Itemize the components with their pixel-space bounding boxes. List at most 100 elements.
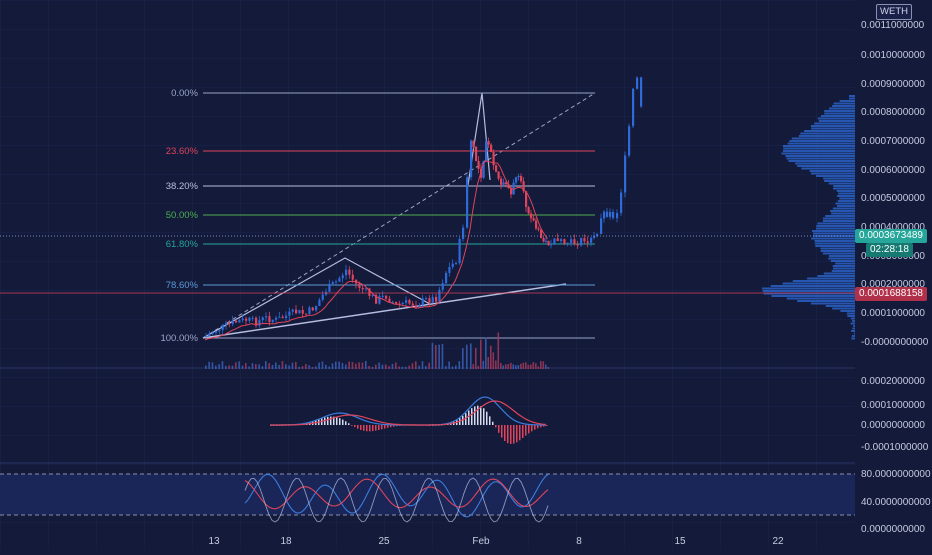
candle-body xyxy=(378,296,381,304)
fib-retracement[interactable]: 0.00% 23.60% 38.20% 50.00% 61.80% 78.60% 100.0… xyxy=(160,88,595,344)
macd-hist-bar xyxy=(330,416,332,425)
candle-body xyxy=(640,77,643,107)
candle-body xyxy=(636,77,639,89)
volume-profile-bar xyxy=(820,250,855,252)
volume-bar xyxy=(540,361,542,369)
candle-body xyxy=(411,303,414,306)
volume-bar xyxy=(241,365,244,369)
fib-level-label: 38.20% xyxy=(166,181,199,192)
fib-level-label: 0.00% xyxy=(171,88,198,99)
macd-hist-bar xyxy=(378,425,380,430)
volume-bar xyxy=(438,344,440,369)
volume-profile-bar xyxy=(847,315,855,317)
moving-average-line xyxy=(204,160,548,341)
macd-hist-bar xyxy=(498,425,500,433)
candle-body xyxy=(480,168,483,178)
candle-body xyxy=(235,320,238,323)
macd-hist-bar xyxy=(387,425,389,428)
macd-hist-bar xyxy=(471,408,473,425)
volume-bar xyxy=(388,366,390,369)
price-tick-label: 0.0001000000 xyxy=(861,308,925,319)
volume-profile-bar xyxy=(823,272,855,275)
volume-profile-bar xyxy=(832,105,855,107)
volume-profile-bar xyxy=(828,107,855,110)
marked-price-badge: 0.0001688158 xyxy=(855,287,927,301)
volume-profile-bar xyxy=(783,147,855,150)
volume-bar xyxy=(480,339,482,369)
volume-profile-bar xyxy=(817,222,855,225)
rsi-axis[interactable]: 80.0000000000 40.0000000000 0.0000000000 xyxy=(861,469,931,535)
candle-body xyxy=(311,307,314,311)
price-tick-label: -0.0000000000 xyxy=(861,337,929,348)
macd-hist-bar xyxy=(354,425,356,428)
candle-body xyxy=(624,155,627,193)
macd-hist-bar xyxy=(534,425,536,430)
volume-bar xyxy=(535,363,537,369)
volume-profile-bar xyxy=(851,330,855,332)
macd-hist-bar xyxy=(525,425,527,436)
currency-label[interactable]: WETH xyxy=(876,4,912,20)
price-tick-label: 0.0008000000 xyxy=(861,107,925,118)
candle-body xyxy=(305,313,308,315)
candle-body xyxy=(348,269,351,275)
volume-bar xyxy=(281,361,284,369)
volume-bar xyxy=(532,362,535,369)
price-axis[interactable]: 0.0011000000 0.0010000000 0.0009000000 0.00… xyxy=(861,20,929,348)
macd-axis[interactable]: 0.0002000000 0.0001000000 0.0000000000 -0.0… xyxy=(861,376,929,453)
volume-profile-bar xyxy=(813,232,855,235)
candlesticks xyxy=(205,76,643,337)
volume-profile-bar xyxy=(781,152,855,155)
volume-bar xyxy=(515,365,517,369)
volume-bar xyxy=(497,332,500,369)
volume-bar xyxy=(211,362,214,369)
volume-profile-bar xyxy=(832,265,855,267)
volume-bar xyxy=(238,361,240,369)
volume-profile-bar xyxy=(820,115,855,117)
candle-body xyxy=(298,310,301,314)
grid-background xyxy=(0,0,855,550)
macd-hist-bar xyxy=(327,416,329,425)
volume-bar xyxy=(245,363,247,369)
candle-body xyxy=(540,229,543,239)
candle-body xyxy=(265,316,268,318)
candle-body xyxy=(448,267,451,273)
candle-body xyxy=(315,305,318,311)
volume-bar xyxy=(542,361,545,369)
candle-body xyxy=(502,182,505,185)
candle-body xyxy=(560,239,563,242)
volume-bar xyxy=(268,363,270,369)
volume-bar xyxy=(321,361,324,369)
candle-body xyxy=(606,211,609,217)
candle-body xyxy=(576,244,579,246)
macd-hist-bar xyxy=(543,425,545,427)
volume-profile-bar xyxy=(762,290,855,292)
macd-tick-label: 0.0002000000 xyxy=(861,376,925,387)
macd-hist-bar xyxy=(396,425,398,427)
volume-bar xyxy=(278,364,280,369)
volume-bar xyxy=(341,362,344,369)
candle-body xyxy=(586,241,589,243)
candle-body xyxy=(405,300,408,303)
candle-body xyxy=(487,141,490,145)
volume-bar xyxy=(448,361,450,369)
volume-bar xyxy=(301,366,304,369)
candle-body xyxy=(445,272,448,284)
volume-bar xyxy=(391,363,394,369)
triangle-pattern[interactable] xyxy=(202,257,431,339)
candle-body xyxy=(530,213,533,219)
candle-body xyxy=(475,146,478,161)
candle-body xyxy=(358,283,361,288)
macd-hist-bar xyxy=(363,425,365,431)
volume-bar xyxy=(408,365,410,369)
candle-body xyxy=(485,141,488,161)
volume-profile-bar xyxy=(851,337,855,340)
volume-bar xyxy=(545,364,547,369)
candle-body xyxy=(517,176,520,178)
volume-bar xyxy=(305,364,307,369)
time-axis[interactable]: 13 18 25 Feb 8 15 22 xyxy=(208,536,784,547)
volume-profile-bar xyxy=(852,320,855,322)
volume-bar xyxy=(208,361,210,369)
candle-body xyxy=(466,177,469,228)
volume-profile-bar xyxy=(839,197,855,200)
